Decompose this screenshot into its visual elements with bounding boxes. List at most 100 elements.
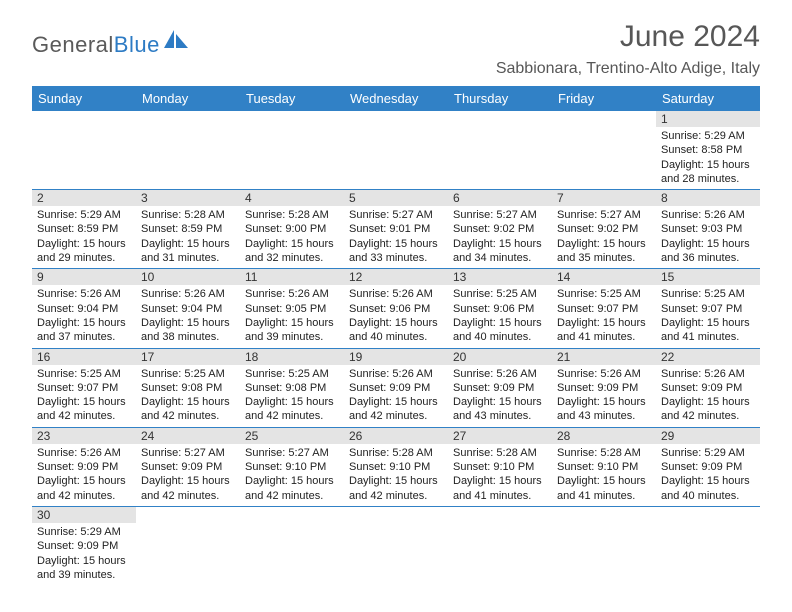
calendar-header-row: SundayMondayTuesdayWednesdayThursdayFrid…: [32, 86, 760, 111]
calendar-week: 16Sunrise: 5:25 AMSunset: 9:07 PMDayligh…: [32, 348, 760, 427]
day-detail-line: Daylight: 15 hours: [37, 316, 131, 330]
calendar-empty: [448, 111, 552, 190]
day-detail-line: and 41 minutes.: [557, 330, 651, 344]
day-detail-line: and 42 minutes.: [37, 409, 131, 423]
day-detail: Sunrise: 5:29 AMSunset: 9:09 PMDaylight:…: [32, 523, 136, 585]
day-detail: Sunrise: 5:26 AMSunset: 9:06 PMDaylight:…: [344, 285, 448, 347]
calendar-day: 14Sunrise: 5:25 AMSunset: 9:07 PMDayligh…: [552, 269, 656, 348]
day-detail: Sunrise: 5:27 AMSunset: 9:01 PMDaylight:…: [344, 206, 448, 268]
calendar-day: 16Sunrise: 5:25 AMSunset: 9:07 PMDayligh…: [32, 348, 136, 427]
day-detail: Sunrise: 5:28 AMSunset: 9:10 PMDaylight:…: [344, 444, 448, 506]
day-detail-line: and 41 minutes.: [661, 330, 755, 344]
day-number: 29: [656, 428, 760, 444]
day-number: 20: [448, 349, 552, 365]
day-detail-line: Daylight: 15 hours: [141, 316, 235, 330]
title-area: June 2024 Sabbionara, Trentino-Alto Adig…: [496, 20, 760, 78]
day-number: 8: [656, 190, 760, 206]
day-detail-line: Daylight: 15 hours: [37, 554, 131, 568]
day-detail: Sunrise: 5:25 AMSunset: 9:08 PMDaylight:…: [136, 365, 240, 427]
day-header: Friday: [552, 86, 656, 111]
calendar-day: 18Sunrise: 5:25 AMSunset: 9:08 PMDayligh…: [240, 348, 344, 427]
day-detail-line: Sunset: 9:01 PM: [349, 222, 443, 236]
day-number: 27: [448, 428, 552, 444]
day-detail-line: and 34 minutes.: [453, 251, 547, 265]
day-detail-line: Sunset: 9:10 PM: [349, 460, 443, 474]
day-detail-line: Sunset: 9:09 PM: [453, 381, 547, 395]
day-detail: Sunrise: 5:28 AMSunset: 8:59 PMDaylight:…: [136, 206, 240, 268]
day-detail-line: and 43 minutes.: [557, 409, 651, 423]
day-detail-line: Sunrise: 5:25 AM: [661, 287, 755, 301]
day-detail-line: and 42 minutes.: [661, 409, 755, 423]
day-detail-line: Sunset: 9:09 PM: [661, 460, 755, 474]
day-detail: Sunrise: 5:27 AMSunset: 9:09 PMDaylight:…: [136, 444, 240, 506]
day-detail-line: and 42 minutes.: [245, 489, 339, 503]
header: GeneralBlue June 2024 Sabbionara, Trenti…: [32, 20, 760, 78]
day-detail-line: Sunrise: 5:26 AM: [557, 367, 651, 381]
day-detail-line: Daylight: 15 hours: [37, 395, 131, 409]
calendar-day: 21Sunrise: 5:26 AMSunset: 9:09 PMDayligh…: [552, 348, 656, 427]
day-number: 25: [240, 428, 344, 444]
day-header: Saturday: [656, 86, 760, 111]
day-detail-line: Sunset: 9:02 PM: [557, 222, 651, 236]
day-number: 7: [552, 190, 656, 206]
day-detail-line: and 38 minutes.: [141, 330, 235, 344]
day-detail: Sunrise: 5:26 AMSunset: 9:04 PMDaylight:…: [136, 285, 240, 347]
calendar-empty: [240, 506, 344, 585]
calendar-day: 15Sunrise: 5:25 AMSunset: 9:07 PMDayligh…: [656, 269, 760, 348]
day-detail: Sunrise: 5:25 AMSunset: 9:08 PMDaylight:…: [240, 365, 344, 427]
calendar-day: 30Sunrise: 5:29 AMSunset: 9:09 PMDayligh…: [32, 506, 136, 585]
day-detail-line: and 41 minutes.: [557, 489, 651, 503]
day-detail: Sunrise: 5:26 AMSunset: 9:09 PMDaylight:…: [344, 365, 448, 427]
day-detail-line: and 39 minutes.: [245, 330, 339, 344]
calendar-empty: [448, 506, 552, 585]
day-detail-line: Sunset: 9:08 PM: [245, 381, 339, 395]
day-detail-line: and 42 minutes.: [349, 489, 443, 503]
day-number: 10: [136, 269, 240, 285]
day-detail-line: and 42 minutes.: [141, 409, 235, 423]
day-detail: Sunrise: 5:28 AMSunset: 9:10 PMDaylight:…: [448, 444, 552, 506]
day-detail: Sunrise: 5:26 AMSunset: 9:09 PMDaylight:…: [656, 365, 760, 427]
day-detail-line: Sunrise: 5:25 AM: [557, 287, 651, 301]
logo-part1: General: [32, 32, 114, 57]
day-detail-line: Sunrise: 5:29 AM: [37, 525, 131, 539]
day-number: 13: [448, 269, 552, 285]
day-detail-line: Sunset: 9:09 PM: [37, 539, 131, 553]
day-detail: Sunrise: 5:26 AMSunset: 9:09 PMDaylight:…: [552, 365, 656, 427]
calendar-week: 30Sunrise: 5:29 AMSunset: 9:09 PMDayligh…: [32, 506, 760, 585]
day-detail-line: Sunrise: 5:26 AM: [349, 287, 443, 301]
day-detail-line: Sunset: 9:06 PM: [349, 302, 443, 316]
day-detail-line: and 37 minutes.: [37, 330, 131, 344]
day-detail-line: Sunrise: 5:27 AM: [349, 208, 443, 222]
day-header: Wednesday: [344, 86, 448, 111]
day-detail-line: Sunset: 9:08 PM: [141, 381, 235, 395]
calendar-day: 12Sunrise: 5:26 AMSunset: 9:06 PMDayligh…: [344, 269, 448, 348]
day-detail-line: Daylight: 15 hours: [661, 474, 755, 488]
calendar-day: 23Sunrise: 5:26 AMSunset: 9:09 PMDayligh…: [32, 427, 136, 506]
day-detail: Sunrise: 5:26 AMSunset: 9:04 PMDaylight:…: [32, 285, 136, 347]
day-number: 1: [656, 111, 760, 127]
day-detail-line: and 31 minutes.: [141, 251, 235, 265]
day-number: 3: [136, 190, 240, 206]
calendar-day: 19Sunrise: 5:26 AMSunset: 9:09 PMDayligh…: [344, 348, 448, 427]
day-detail-line: Daylight: 15 hours: [661, 237, 755, 251]
day-detail-line: Sunset: 9:07 PM: [661, 302, 755, 316]
calendar-day: 10Sunrise: 5:26 AMSunset: 9:04 PMDayligh…: [136, 269, 240, 348]
day-detail-line: and 35 minutes.: [557, 251, 651, 265]
calendar-day: 20Sunrise: 5:26 AMSunset: 9:09 PMDayligh…: [448, 348, 552, 427]
calendar-week: 2Sunrise: 5:29 AMSunset: 8:59 PMDaylight…: [32, 190, 760, 269]
calendar-day: 25Sunrise: 5:27 AMSunset: 9:10 PMDayligh…: [240, 427, 344, 506]
day-detail-line: Sunrise: 5:26 AM: [245, 287, 339, 301]
calendar-day: 26Sunrise: 5:28 AMSunset: 9:10 PMDayligh…: [344, 427, 448, 506]
calendar-table: SundayMondayTuesdayWednesdayThursdayFrid…: [32, 86, 760, 585]
day-detail-line: and 33 minutes.: [349, 251, 443, 265]
day-detail-line: Sunrise: 5:26 AM: [37, 287, 131, 301]
day-detail-line: and 39 minutes.: [37, 568, 131, 582]
calendar-empty: [344, 111, 448, 190]
day-detail: Sunrise: 5:29 AMSunset: 8:58 PMDaylight:…: [656, 127, 760, 189]
day-detail-line: Sunset: 9:07 PM: [37, 381, 131, 395]
day-detail-line: and 28 minutes.: [661, 172, 755, 186]
day-detail-line: and 42 minutes.: [141, 489, 235, 503]
day-detail-line: Sunrise: 5:26 AM: [349, 367, 443, 381]
day-number: 2: [32, 190, 136, 206]
calendar-page: GeneralBlue June 2024 Sabbionara, Trenti…: [0, 0, 792, 595]
